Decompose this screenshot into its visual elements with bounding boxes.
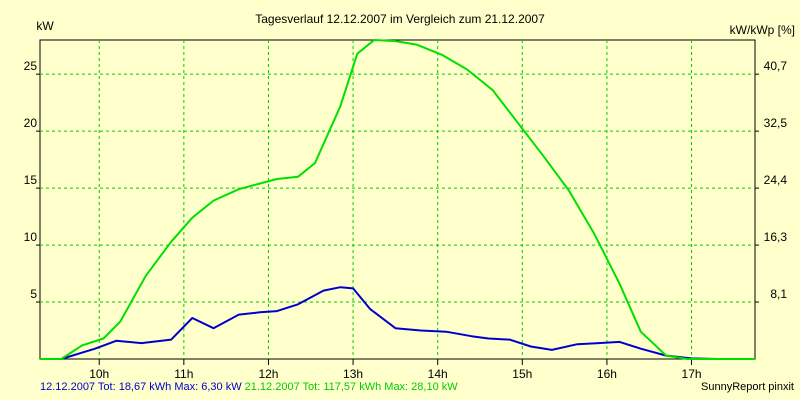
- x-tick-label: 17h: [682, 367, 702, 381]
- x-tick-label: 10h: [89, 367, 109, 381]
- y-tick-label-left: 15: [24, 173, 38, 187]
- x-tick-label: 16h: [597, 367, 617, 381]
- y-tick-label-right: 16,3: [764, 230, 788, 244]
- legend-series-2: 21.12.2007 Tot: 117,57 kWh Max: 28,10 kW: [244, 381, 458, 393]
- y-axis-right-label: kW/kWp [%]: [730, 23, 795, 37]
- y-tick-label-right: 40,7: [764, 59, 788, 73]
- x-tick-label: 15h: [512, 367, 532, 381]
- y-axis-left-label: kW: [36, 19, 54, 33]
- y-tick-label-right: 24,4: [764, 173, 788, 187]
- series-line-2: [40, 39, 755, 360]
- x-tick-label: 13h: [343, 367, 363, 381]
- chart-title: Tagesverlauf 12.12.2007 im Vergleich zum…: [255, 12, 545, 26]
- y-tick-label-right: 32,5: [764, 116, 788, 130]
- footer-brand: SunnyReport pinxit: [701, 381, 794, 393]
- series-line-1: [40, 286, 755, 360]
- legend-series-1: 12.12.2007 Tot: 18,67 kWh Max: 6,30 kW: [40, 381, 242, 393]
- x-tick-label: 14h: [428, 367, 448, 381]
- y-tick-label-right: 8,1: [770, 287, 787, 301]
- footer-legend: 12.12.2007 Tot: 18,67 kWh Max: 6,30 kW 2…: [40, 381, 458, 393]
- axis-ticks: 10h 11h 12h 13h 14h 15h 16h 17h 5 10 15 20 25 8,1 16,3…: [24, 59, 788, 381]
- series: [40, 39, 755, 360]
- y-tick-label-left: 20: [24, 116, 38, 130]
- y-tick-label-left: 10: [24, 230, 38, 244]
- x-tick-label: 11h: [174, 367, 193, 381]
- x-tick-label: 12h: [258, 367, 278, 381]
- y-tick-label-left: 5: [30, 287, 37, 301]
- plot-area: [39, 39, 756, 360]
- y-tick-label-left: 25: [24, 59, 38, 73]
- grid: [40, 40, 755, 359]
